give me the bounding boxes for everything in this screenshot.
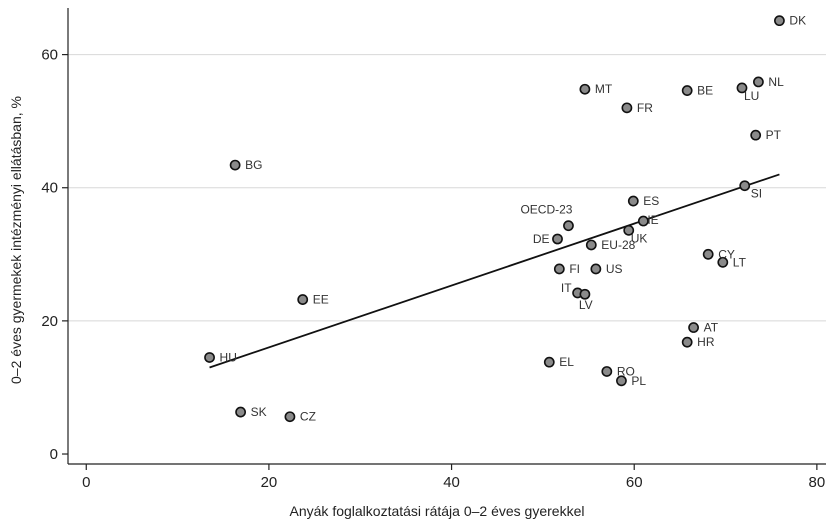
point-label-uk: UK [631, 231, 648, 245]
point-label-oecd-23: OECD-23 [520, 203, 572, 217]
point-labels: DK NL LU BE MT FR PT BG SI ES OECD-23 IE UK DE EU-28 CY… [220, 14, 807, 424]
point-sk [235, 406, 247, 418]
y-axis-label: 0–2 éves gyermekek intézményi ellátásban… [8, 96, 24, 384]
x-tick-label-60: 60 [626, 474, 643, 491]
point-cy [702, 248, 714, 260]
point-label-es: ES [643, 194, 659, 208]
point-eu-28 [585, 239, 597, 251]
point-ro [601, 366, 613, 377]
point-label-it: IT [561, 281, 572, 295]
x-tick-label-0: 0 [82, 474, 90, 491]
point-fr [621, 102, 633, 114]
point-pt [750, 129, 762, 141]
point-hu [204, 352, 215, 363]
point-label-si: SI [751, 187, 762, 201]
point-lv [579, 288, 591, 300]
point-label-de: DE [533, 232, 550, 246]
point-label-hu: HU [220, 350, 237, 364]
point-label-lu: LU [744, 89, 759, 103]
point-label-hr: HR [697, 335, 715, 349]
point-si [739, 180, 751, 192]
point-lu [736, 82, 748, 94]
point-label-nl: NL [768, 75, 784, 89]
point-label-lv: LV [579, 298, 593, 312]
x-axis-label: Anyák foglalkoztatási rátája 0–2 éves gy… [290, 503, 585, 519]
point-oecd-23 [563, 220, 574, 232]
point-hr [681, 336, 693, 348]
point-label-mt: MT [595, 82, 613, 96]
point-label-bg: BG [245, 158, 262, 172]
point-pl [616, 375, 627, 387]
tick-labels: 0 20 40 60 0 20 40 60 80 [41, 47, 825, 491]
point-ie [637, 215, 649, 227]
point-nl [753, 76, 764, 88]
x-tick-label-20: 20 [261, 474, 278, 491]
y-tick-label-40: 40 [41, 180, 58, 197]
x-tick-label-40: 40 [443, 474, 460, 491]
point-bg [229, 159, 241, 171]
point-label-sk: SK [251, 405, 267, 419]
point-label-dk: DK [789, 14, 806, 28]
point-label-be: BE [697, 84, 713, 98]
point-mt [579, 83, 591, 95]
y-tick-label-60: 60 [41, 47, 58, 64]
point-label-el: EL [559, 355, 574, 369]
point-cz [284, 411, 296, 423]
point-be [681, 85, 693, 96]
gridlines [68, 54, 826, 322]
point-fi [553, 263, 565, 275]
point-de [552, 233, 563, 245]
point-es [627, 195, 639, 207]
point-label-pt: PT [766, 128, 782, 142]
data-points [204, 15, 785, 423]
point-label-cz: CZ [300, 410, 316, 424]
x-tick-label-80: 80 [809, 474, 826, 491]
point-label-cy: CY [718, 247, 735, 261]
y-tick-label-0: 0 [50, 446, 58, 463]
point-at [688, 322, 699, 333]
point-label-ee: EE [313, 293, 329, 307]
point-uk [623, 224, 635, 236]
y-tick-label-20: 20 [41, 313, 58, 330]
point-label-ro: RO [617, 364, 635, 378]
point-label-at: AT [704, 321, 719, 335]
point-label-fi: FI [569, 262, 580, 276]
point-label-fr: FR [637, 101, 653, 115]
point-label-ie: IE [647, 213, 658, 227]
point-label-lt: LT [733, 255, 747, 269]
point-label-eu-28: EU-28 [601, 238, 635, 252]
point-us [590, 263, 602, 275]
point-label-us: US [606, 262, 623, 276]
point-ee [297, 294, 309, 305]
point-lt [717, 256, 729, 268]
point-el [543, 356, 555, 368]
point-label-pl: PL [631, 374, 646, 388]
trend-line [209, 173, 780, 369]
point-dk [774, 15, 785, 27]
axes [62, 8, 826, 470]
